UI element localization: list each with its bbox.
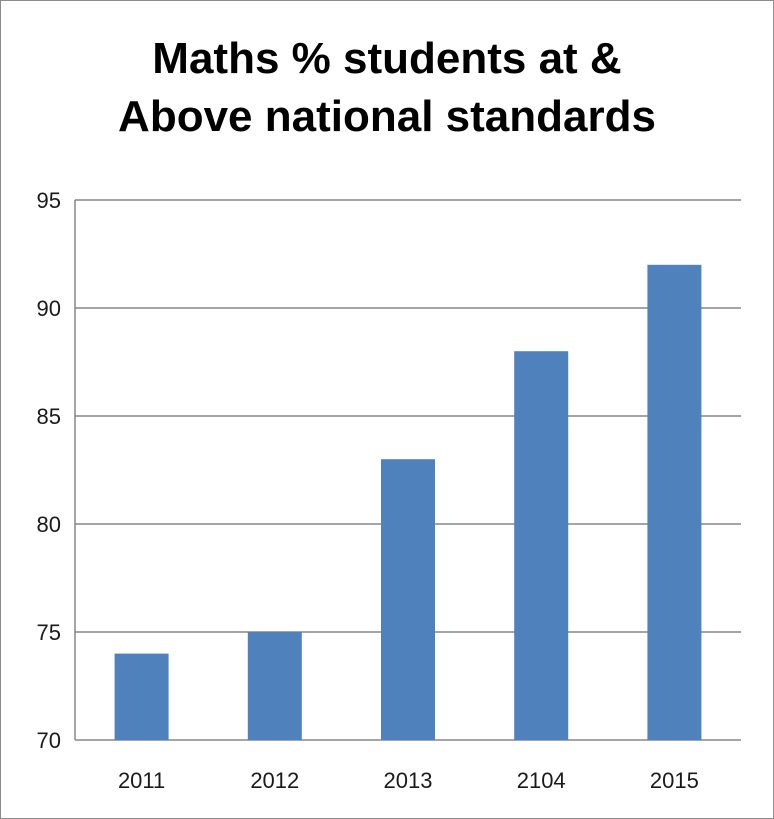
bar-2012 (247, 632, 302, 740)
y-tick-label: 90 (37, 296, 61, 321)
y-tick-label: 70 (37, 728, 61, 753)
y-tick-label: 95 (37, 188, 61, 213)
x-axis-labels: 2011 2012 2013 2104 2015 (118, 768, 699, 793)
x-tick-label: 2011 (118, 768, 165, 793)
bar-2011 (114, 653, 169, 740)
chart-title-line-2: Above national standards (118, 92, 656, 141)
y-tick-label: 85 (37, 404, 61, 429)
x-tick-label: 2013 (384, 768, 433, 793)
y-tick-label: 75 (37, 620, 61, 645)
x-tick-label: 2012 (250, 768, 299, 793)
bars (114, 264, 702, 740)
y-axis-ticks: 70 75 80 85 90 95 (37, 188, 61, 753)
x-tick-label: 2104 (517, 768, 566, 793)
bar-2104 (514, 351, 569, 740)
bar-2015 (647, 264, 702, 740)
x-tick-label: 2015 (650, 768, 699, 793)
chart-title-line-1: Maths % students at & (152, 34, 622, 83)
bar-2013 (381, 459, 435, 740)
y-tick-label: 80 (37, 512, 61, 537)
chart-title: Maths % students at & Above national sta… (0, 30, 774, 146)
